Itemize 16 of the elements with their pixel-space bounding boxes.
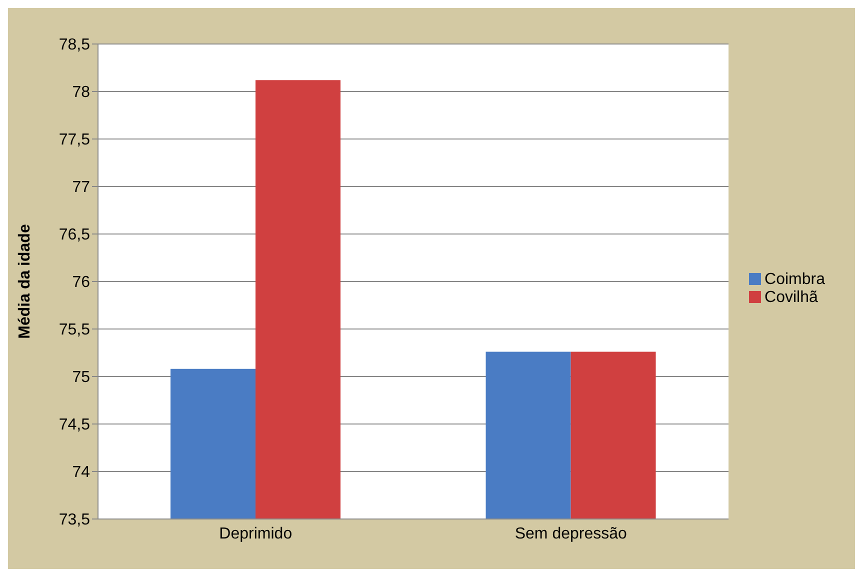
- y-tick-label: 77: [72, 179, 90, 196]
- y-tick-label: 78: [72, 84, 90, 102]
- legend-label: Covilhã: [764, 288, 818, 306]
- x-tick-label: Deprimido: [219, 525, 292, 542]
- y-tick-label: 77,5: [58, 132, 90, 149]
- y-axis-title: Média da idade: [16, 224, 34, 339]
- y-tick-label: 76,5: [58, 226, 90, 244]
- y-tick-label: 74,5: [58, 416, 90, 434]
- y-tick-label: 73,5: [58, 512, 90, 529]
- y-tick-label: 75,5: [58, 322, 90, 339]
- legend-label: Coimbra: [764, 270, 825, 288]
- y-tick-label: 76: [72, 274, 90, 292]
- x-tick-label: Sem depressão: [514, 525, 628, 542]
- y-tick-label: 74: [72, 464, 90, 482]
- y-tick-label: 75: [72, 369, 90, 386]
- y-tick-label: 78,5: [58, 36, 90, 54]
